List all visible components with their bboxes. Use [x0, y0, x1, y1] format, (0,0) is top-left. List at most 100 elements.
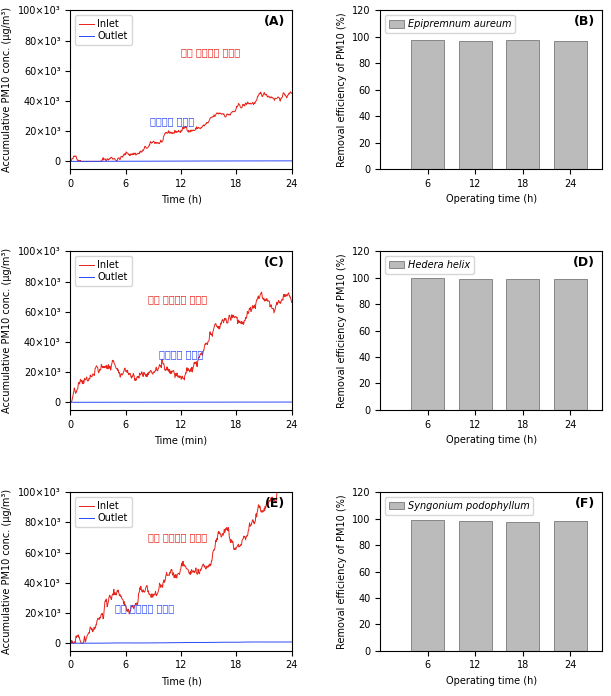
Outlet [67, 398, 75, 406]
Y-axis label: Removal efficiency of PM10 (%): Removal efficiency of PM10 (%) [337, 253, 346, 408]
Inlet [288, 89, 296, 97]
Line: Inlet: Inlet [70, 292, 292, 402]
Inlet [173, 369, 180, 377]
Outlet [249, 638, 256, 646]
Bar [506, 521, 540, 651]
Bar [506, 279, 540, 410]
Outlet [284, 398, 291, 406]
Inlet [186, 127, 194, 136]
Inlet [67, 398, 74, 406]
Text: (F): (F) [575, 497, 595, 510]
Outlet [172, 157, 180, 165]
Inlet [248, 100, 255, 108]
Outlet [288, 638, 296, 646]
Inlet [172, 128, 179, 136]
Outlet [284, 638, 291, 646]
X-axis label: Operating time (h): Operating time (h) [445, 676, 536, 686]
X-axis label: Operating time (h): Operating time (h) [445, 435, 536, 445]
Outlet [288, 398, 296, 406]
Outlet [67, 639, 74, 647]
Inlet [248, 518, 255, 526]
Inlet [199, 122, 206, 131]
Outlet [284, 398, 291, 406]
X-axis label: Time (h): Time (h) [161, 194, 202, 204]
Y-axis label: Removal efficiency of PM10 (%): Removal efficiency of PM10 (%) [337, 494, 346, 649]
Text: 누적 미세먼지 투여량: 누적 미세먼지 투여량 [148, 532, 207, 541]
Text: 미세먼지 방출량: 미세먼지 방출량 [159, 349, 203, 360]
Outlet [174, 398, 181, 406]
Inlet [284, 292, 291, 300]
Line: Inlet: Inlet [70, 92, 292, 161]
Bar [459, 279, 492, 410]
Outlet [70, 157, 77, 166]
Inlet [283, 477, 290, 485]
Outlet [282, 638, 289, 646]
Outlet [68, 639, 75, 647]
Text: 누적 미세먼지 투여량: 누적 미세먼지 투여량 [148, 294, 207, 304]
Outlet [287, 157, 295, 165]
Outlet [187, 398, 194, 406]
Outlet [249, 157, 256, 165]
Outlet [172, 398, 180, 406]
Text: (C): (C) [264, 256, 285, 269]
Outlet [249, 398, 256, 406]
Outlet [174, 157, 181, 165]
Inlet [67, 157, 74, 166]
Bar [459, 521, 492, 651]
Bar [459, 42, 492, 169]
Text: (D): (D) [573, 256, 595, 269]
Outlet [199, 638, 206, 647]
Outlet [199, 398, 206, 406]
Legend: Inlet, Outlet: Inlet, Outlet [75, 256, 132, 286]
Inlet [286, 473, 293, 481]
Line: Inlet: Inlet [70, 477, 292, 643]
X-axis label: Operating time (h): Operating time (h) [445, 194, 536, 204]
Outlet [199, 157, 206, 165]
Outlet [172, 638, 180, 647]
Line: Outlet: Outlet [70, 642, 292, 643]
Outlet [187, 638, 194, 647]
Y-axis label: Accumulative PM10 conc. (μg/m³): Accumulative PM10 conc. (μg/m³) [2, 7, 12, 172]
Inlet [172, 372, 179, 380]
Inlet [283, 93, 290, 101]
Bar [411, 521, 444, 651]
Inlet [199, 350, 206, 358]
Inlet [67, 639, 74, 647]
Bar [554, 279, 587, 410]
X-axis label: Time (min): Time (min) [155, 435, 208, 445]
Text: 누적 미세먼지 투여량: 누적 미세먼지 투여량 [181, 47, 240, 57]
Inlet [186, 366, 194, 374]
Bar [411, 40, 444, 169]
Outlet [288, 157, 296, 165]
Outlet [67, 157, 74, 166]
Y-axis label: Accumulative PM10 conc. (μg/m³): Accumulative PM10 conc. (μg/m³) [2, 489, 12, 654]
X-axis label: Time (h): Time (h) [161, 676, 202, 686]
Legend: Inlet, Outlet: Inlet, Outlet [75, 15, 132, 45]
Text: (B): (B) [574, 15, 595, 29]
Legend: Hedera helix: Hedera helix [385, 256, 474, 274]
Outlet [284, 157, 291, 165]
Text: 누적 미세먼지 방출량: 누적 미세먼지 방출량 [115, 603, 174, 613]
Inlet [173, 127, 180, 136]
Inlet [288, 479, 296, 487]
Inlet [172, 571, 179, 579]
Bar [411, 278, 444, 410]
Text: (A): (A) [264, 15, 285, 29]
Y-axis label: Accumulative PM10 conc. (μg/m³): Accumulative PM10 conc. (μg/m³) [2, 248, 12, 413]
Inlet [248, 305, 255, 313]
Outlet [174, 638, 181, 647]
Bar [554, 521, 587, 651]
Legend: Inlet, Outlet: Inlet, Outlet [75, 497, 132, 527]
Inlet [288, 299, 296, 307]
Y-axis label: Removal efficiency of PM10 (%): Removal efficiency of PM10 (%) [337, 13, 346, 167]
Legend: Syngonium podophyllum: Syngonium podophyllum [385, 497, 533, 515]
Inlet [258, 288, 265, 296]
Text: 미세먼지 방출량: 미세먼지 방출량 [150, 116, 194, 127]
Outlet [67, 398, 74, 406]
Inlet [287, 88, 294, 96]
Bar [554, 41, 587, 169]
Inlet [173, 574, 180, 582]
Legend: Epipremnum aureum: Epipremnum aureum [385, 15, 515, 33]
Outlet [187, 157, 194, 165]
Bar [506, 40, 540, 169]
